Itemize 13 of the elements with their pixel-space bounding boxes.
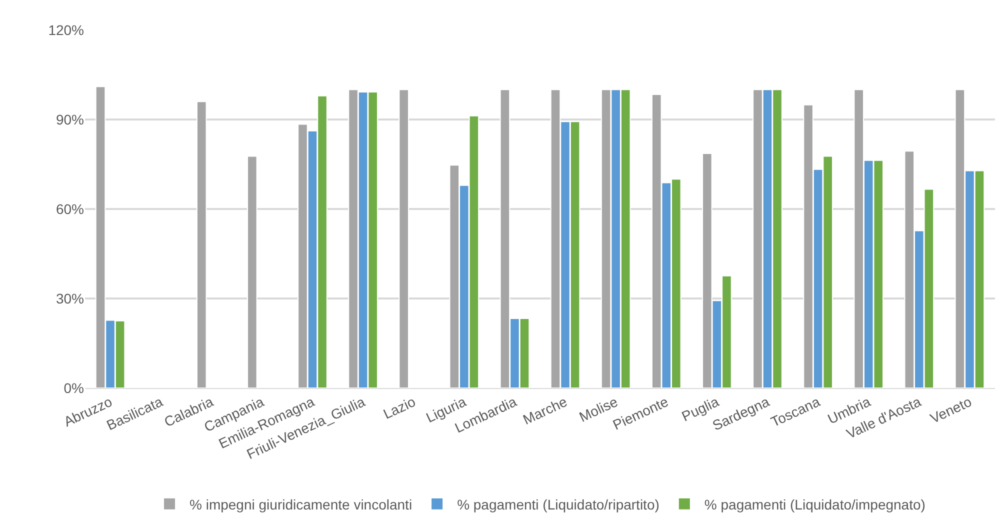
bar	[247, 156, 258, 388]
bar	[398, 89, 409, 388]
y-tick-label: 120%	[48, 22, 84, 38]
y-tick-label: 30%	[56, 290, 84, 306]
y-tick-label: 90%	[56, 111, 84, 128]
legend-label: % pagamenti (Liquidato/impegnato)	[704, 496, 926, 512]
legend-label: % pagamenti (Liquidato/ripartito)	[457, 496, 660, 512]
x-tick-label: Lazio	[380, 393, 418, 422]
x-tick-label: Veneto	[928, 393, 974, 426]
y-tick-label: 60%	[56, 200, 84, 217]
bar	[196, 101, 207, 388]
y-tick-label: 0%	[64, 380, 84, 396]
legend-label: % impegni giuridicamente vincolanti	[190, 496, 412, 512]
